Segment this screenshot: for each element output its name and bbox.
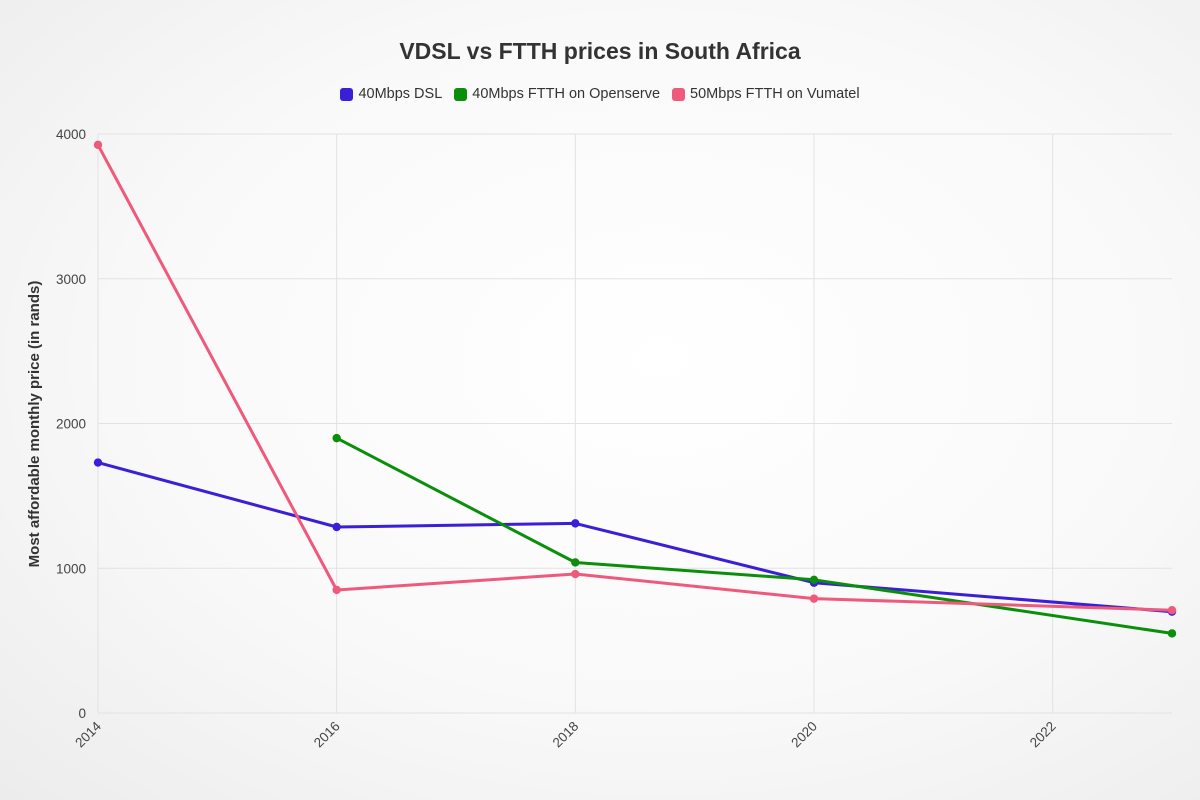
- x-tick-label: 2022: [1027, 719, 1059, 751]
- data-point-1-0[interactable]: [332, 433, 341, 443]
- y-tick-label: 3000: [56, 272, 86, 287]
- legend-swatch-vumatel: [672, 87, 686, 101]
- y-tick-label: 2000: [56, 417, 86, 432]
- x-tick-label: 2016: [311, 719, 343, 751]
- legend-item-vumatel[interactable]: 50Mbps FTTH on Vumatel: [672, 86, 860, 102]
- x-tick-label: 2014: [72, 718, 104, 750]
- data-point-2-3[interactable]: [809, 594, 819, 603]
- data-point-1-1[interactable]: [571, 558, 580, 567]
- series-line-1[interactable]: [335, 436, 1174, 635]
- legend-item-dsl[interactable]: 40Mbps DSL: [340, 86, 442, 102]
- legend-item-openserve[interactable]: 40Mbps FTTH on Openserve: [454, 86, 660, 102]
- data-point-0-0[interactable]: [93, 458, 103, 467]
- series-line-0[interactable]: [96, 461, 1174, 614]
- data-point-2-4[interactable]: [1167, 606, 1177, 615]
- legend-label-openserve: 40Mbps FTTH on Openserve: [472, 86, 661, 102]
- legend-swatch-openserve: [454, 87, 468, 101]
- x-tick-label: 2018: [550, 719, 582, 751]
- legend-label-vumatel: 50Mbps FTTH on Vumatel: [690, 86, 860, 102]
- data-point-0-1[interactable]: [332, 522, 341, 532]
- data-point-1-2[interactable]: [809, 575, 819, 585]
- y-tick-label: 0: [78, 706, 86, 721]
- legend-label-dsl: 40Mbps DSL: [358, 86, 443, 102]
- x-tick-label: 2020: [788, 719, 820, 751]
- data-point-0-2[interactable]: [571, 519, 580, 528]
- data-point-1-3[interactable]: [1167, 629, 1177, 638]
- legend-swatch-dsl: [340, 87, 354, 101]
- data-point-2-2[interactable]: [571, 569, 580, 579]
- y-tick-label: 4000: [56, 127, 86, 142]
- data-point-2-0[interactable]: [93, 140, 103, 150]
- chart-title: VDSL vs FTTH prices in South Africa: [399, 38, 801, 64]
- data-point-2-1[interactable]: [332, 585, 341, 595]
- y-tick-label: 1000: [56, 561, 86, 576]
- axes: 0 1000 2000 3000 4000 2014 2016 2018 2020 2022: [56, 127, 1059, 750]
- series-lines: [93, 140, 1177, 638]
- legend: 40Mbps DSL 40Mbps FTTH on Openserve 50Mb…: [0, 86, 1200, 102]
- gridlines: [97, 133, 1172, 714]
- y-axis-title: Most affordable monthly price (in rands): [26, 281, 43, 568]
- series-line-2[interactable]: [96, 143, 1174, 612]
